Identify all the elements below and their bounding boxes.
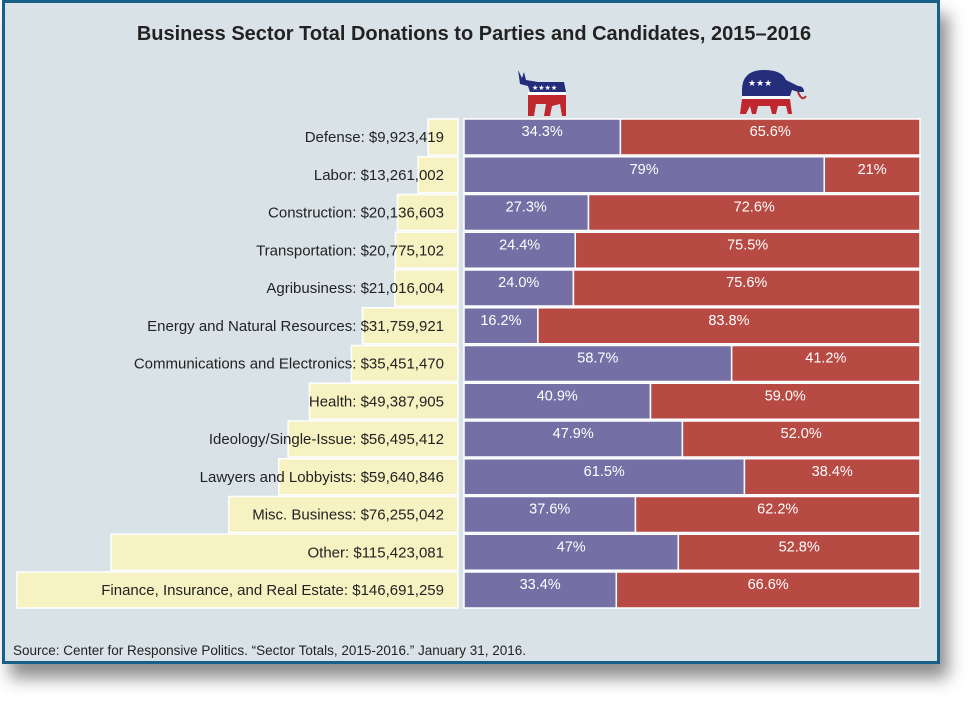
democratic-label: 33.4% [520,577,561,593]
democratic-label: 24.4% [499,237,540,253]
democratic-label: 47.9% [553,426,594,442]
democratic-label: 27.3% [506,200,547,216]
republican-label: 62.2% [757,502,798,518]
democratic-donkey-icon: ★★★★ [518,70,566,116]
category-label: Misc. Business: $76,255,042 [252,507,444,524]
democratic-bar [463,571,618,609]
republican-bar [574,231,921,269]
republican-label: 72.6% [734,200,775,216]
republican-label: 66.6% [748,577,789,593]
category-label: Communications and Electronics: $35,451,… [134,356,444,373]
svg-text:★★★★: ★★★★ [532,84,557,92]
svg-text:★★★: ★★★ [748,78,772,88]
republican-label: 75.5% [727,237,768,253]
category-label: Health: $49,387,905 [309,393,444,410]
total-bar [110,533,459,571]
democratic-label: 37.6% [529,502,570,518]
republican-bar [743,458,921,496]
source-note: Source: Center for Responsive Politics. … [13,643,527,658]
democratic-bar [463,382,652,420]
republican-label: 52.8% [779,539,820,555]
republican-label: 65.6% [750,124,791,140]
total-bar [417,156,459,194]
republican-label: 41.2% [805,351,846,367]
democratic-label: 40.9% [537,388,578,404]
total-bar [16,571,459,609]
republican-bar [823,156,921,194]
republican-bar [730,344,921,383]
democratic-label: 58.7% [577,351,618,367]
category-label: Labor: $13,261,002 [314,167,444,184]
republican-label: 52.0% [781,426,822,442]
democratic-bar [463,231,577,269]
democratic-bar [463,156,825,194]
total-bar [308,382,459,420]
democratic-bar [463,269,575,307]
total-bar [361,307,459,345]
total-bar [350,344,459,383]
democratic-label: 34.3% [522,124,563,140]
category-label: Construction: $20,136,603 [268,205,444,222]
democratic-label: 47% [557,539,586,555]
democratic-bar [463,495,637,534]
democratic-label: 61.5% [584,464,625,480]
republican-elephant-icon: ★★★ [740,70,807,114]
republican-bar [615,571,921,609]
total-bar [396,193,459,232]
republican-label: 75.6% [726,275,767,291]
republican-bar [572,269,921,307]
republican-bar [537,307,921,345]
category-label: Defense: $9,923,419 [305,129,444,146]
democratic-label: 16.2% [480,313,521,329]
category-label: Agribusiness: $21,016,004 [266,280,444,297]
total-bar [394,269,459,307]
republican-bar [649,382,921,420]
total-bar [287,420,459,458]
democratic-bar [463,118,622,156]
republican-bar [634,495,921,534]
total-bar [277,458,459,496]
republican-bar [681,420,921,458]
category-label: Transportation: $20,775,102 [256,242,444,259]
republican-bar [619,118,921,156]
total-bar [228,495,459,534]
republican-label: 38.4% [812,464,853,480]
democratic-label: 24.0% [498,275,539,291]
total-bar [427,118,459,156]
democratic-bar [463,193,590,232]
category-label: Lawyers and Lobbyists: $59,640,846 [200,469,444,486]
total-bar [394,231,459,269]
democratic-label: 79% [630,162,659,178]
republican-bar [677,533,921,571]
chart-title: Business Sector Total Donations to Parti… [136,23,812,45]
category-label: Finance, Insurance, and Real Estate: $14… [101,582,444,599]
category-label: Other: $115,423,081 [308,544,445,561]
republican-label: 83.8% [708,313,749,329]
democratic-bar [463,307,539,345]
republican-bar [587,193,921,232]
category-label: Energy and Natural Resources: $31,759,92… [147,318,444,335]
category-label: Ideology/Single-Issue: $56,495,412 [209,431,444,448]
republican-label: 21% [858,162,887,178]
republican-label: 59.0% [765,388,806,404]
